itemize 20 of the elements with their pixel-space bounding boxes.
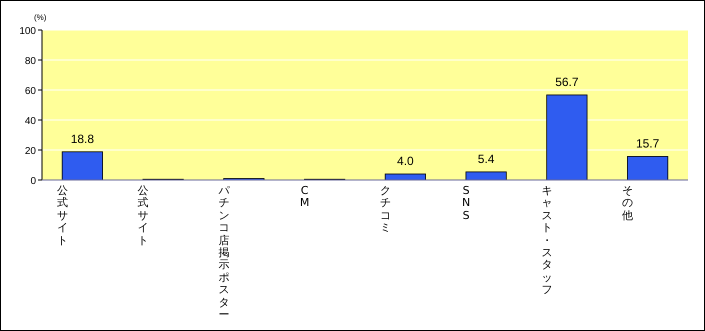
y-tick-label: 60 (24, 86, 36, 97)
y-tick-label: 0 (30, 176, 36, 187)
data-label: 5.4 (478, 152, 495, 166)
y-tick-label: 100 (19, 26, 36, 37)
y-axis-title: (%) (34, 13, 47, 22)
category-label: キャスト・スタッフ (541, 184, 552, 296)
data-label: 4.0 (397, 154, 414, 168)
y-tick-label: 80 (24, 56, 36, 67)
x-tick-label: SNS (461, 184, 472, 222)
x-tick-label: 公式サイト (56, 184, 68, 248)
y-tick-label: 40 (24, 116, 36, 127)
y-tick-label: 20 (24, 146, 36, 157)
category-label: パチンコ店掲示ポスター (218, 184, 230, 322)
x-tick-label: CM (298, 184, 310, 210)
data-label: 56.7 (555, 74, 579, 89)
x-tick-label: その他 (622, 184, 634, 222)
x-tick-label: クチコミ (379, 184, 392, 235)
x-tick-label: 公式サイト (137, 184, 150, 248)
data-label: 15.7 (636, 136, 660, 150)
data-label: 18.8 (70, 132, 94, 146)
